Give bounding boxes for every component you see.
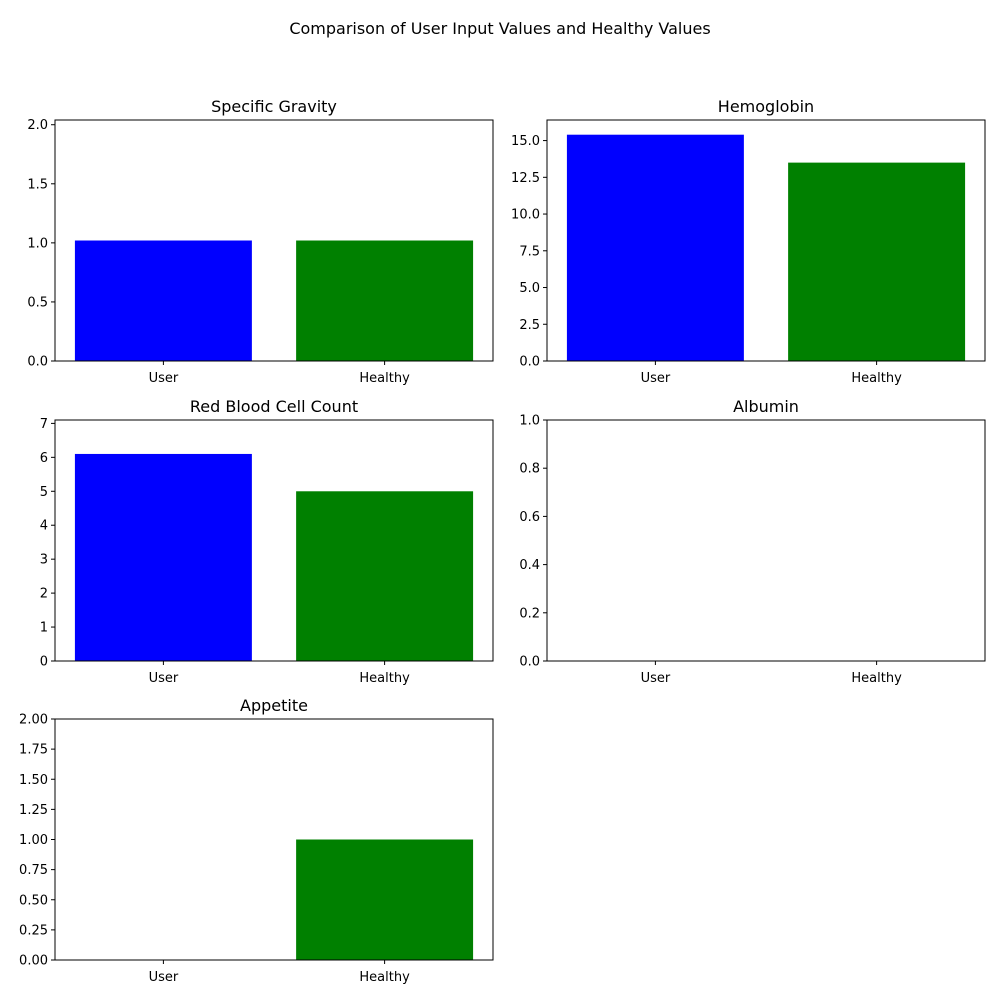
hemoglobin-ytick-label: 2.5 [519,318,540,333]
figure-title: Comparison of User Input Values and Heal… [289,19,710,38]
appetite-ytick-label: 2.00 [19,713,48,728]
red-blood-cell-count-ytick-label: 5 [40,485,48,500]
red-blood-cell-count-bar-user [74,453,252,661]
albumin-ytick-label: 0.8 [519,462,540,477]
hemoglobin-bar-user [566,134,744,361]
hemoglobin-xtick-label-user: User [641,371,671,386]
red-blood-cell-count-ytick-label: 6 [40,451,48,466]
hemoglobin-ytick-label: 15.0 [511,134,540,149]
albumin-xtick-label-healthy: Healthy [851,671,902,686]
appetite-title: Appetite [240,696,308,715]
specific-gravity-axes-frame [54,119,494,362]
red-blood-cell-count-xtick-label-healthy: Healthy [359,671,410,686]
red-blood-cell-count-xtick-label-user: User [149,671,179,686]
appetite-ytick-label: 1.00 [19,833,48,848]
hemoglobin-title: Hemoglobin [718,97,814,116]
subplot-specific-gravity: 0.0 0.5 1.0 1.5 2.0 User Healthy Specific Gravi… [27,97,494,386]
specific-gravity-xtick-label-user: User [149,371,179,386]
red-blood-cell-count-axes-frame [54,419,494,662]
albumin-xtick-label-user: User [641,671,671,686]
albumin-ytick-label: 0.0 [519,655,540,670]
red-blood-cell-count-ytick-label: 1 [40,621,48,636]
specific-gravity-ytick-label: 1.0 [27,236,48,251]
specific-gravity-title: Specific Gravity [211,97,337,116]
red-blood-cell-count-ytick-label: 2 [40,587,48,602]
appetite-ytick-label: 0.75 [19,863,48,878]
red-blood-cell-count-title: Red Blood Cell Count [190,397,358,416]
appetite-ytick-label: 0.25 [19,923,48,938]
specific-gravity-ytick-label: 2.0 [27,118,48,133]
appetite-ytick-label: 0.50 [19,893,48,908]
subplot-red-blood-cell-count: 0 1 2 3 4 5 6 7 User Healthy Red Blood Cell Count [40,397,494,686]
specific-gravity-ytick-label: 0.5 [27,295,48,310]
red-blood-cell-count-bar-healthy [296,491,474,661]
red-blood-cell-count-ytick-label: 7 [40,417,48,432]
hemoglobin-ytick-label: 7.5 [519,244,540,259]
specific-gravity-xtick-label-healthy: Healthy [359,371,410,386]
appetite-bar-healthy [296,839,474,960]
specific-gravity-bar-user [74,240,252,361]
red-blood-cell-count-ytick-label: 3 [40,553,48,568]
albumin-ytick-label: 0.2 [519,606,540,621]
hemoglobin-ytick-label: 12.5 [511,171,540,186]
appetite-ytick-label: 0.00 [19,954,48,969]
subplot-albumin: 0.0 0.2 0.4 0.6 0.8 1.0 User Healthy Albumin [519,397,986,686]
hemoglobin-ytick-label: 5.0 [519,281,540,296]
hemoglobin-ytick-label: 0.0 [519,355,540,370]
appetite-ytick-label: 1.25 [19,803,48,818]
appetite-ytick-label: 1.75 [19,743,48,758]
albumin-ytick-label: 0.4 [519,558,540,573]
appetite-xtick-label-user: User [149,970,179,985]
albumin-axes-frame [546,419,986,662]
appetite-xtick-label-healthy: Healthy [359,970,410,985]
specific-gravity-ytick-label: 1.5 [27,177,48,192]
albumin-ytick-label: 1.0 [519,414,540,429]
subplot-appetite: 0.00 0.25 0.50 0.75 1.00 1.25 1.50 1.75 2.00 User… [19,696,494,985]
red-blood-cell-count-ytick-label: 0 [40,655,48,670]
subplot-hemoglobin: 0.0 2.5 5.0 7.5 10.0 12.5 15.0 User Healthy Hemog… [511,97,986,386]
specific-gravity-bar-healthy [296,240,474,361]
hemoglobin-xtick-label-healthy: Healthy [851,371,902,386]
hemoglobin-ytick-label: 10.0 [511,208,540,223]
albumin-ytick-label: 0.6 [519,510,540,525]
red-blood-cell-count-ytick-label: 4 [40,519,48,534]
hemoglobin-axes-frame [546,119,986,362]
specific-gravity-ytick-label: 0.0 [27,355,48,370]
albumin-title: Albumin [733,397,799,416]
hemoglobin-bar-healthy [788,162,966,361]
appetite-ytick-label: 1.50 [19,773,48,788]
